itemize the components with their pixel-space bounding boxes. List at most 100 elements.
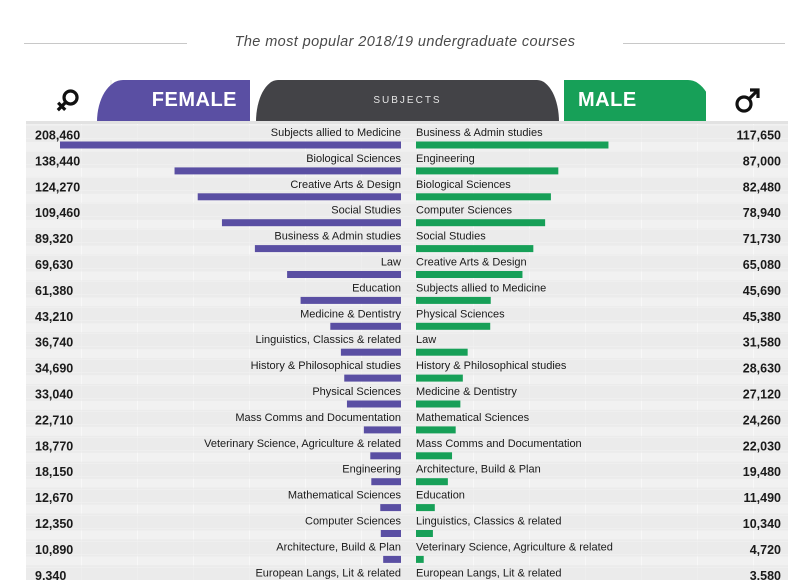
male-value-label: 31,580 [743,336,781,350]
female-value-label: 208,460 [35,129,80,143]
female-subject-label: Physical Sciences [312,386,401,398]
male-subject-label: Architecture, Build & Plan [416,464,541,476]
male-value-label: 4,720 [750,543,781,557]
female-value-label: 43,210 [35,310,73,324]
male-subject-label: Engineering [416,153,475,165]
diverging-bar-chart: 208,460 Subjects allied to Medicine Busine… [26,125,788,580]
female-bar [340,348,401,356]
female-subject-label: Law [381,257,401,269]
row-stripe [26,513,788,531]
female-bar [254,245,401,253]
female-value-label: 12,350 [35,517,73,531]
male-bar [416,400,461,408]
female-value-label: 9,340 [35,569,66,580]
female-subject-label: Mathematical Sciences [288,490,402,502]
female-value-label: 36,740 [35,336,73,350]
header-shadow [26,121,788,124]
chart-title: The most popular 2018/19 undergraduate c… [234,34,576,50]
female-bar [330,322,401,330]
female-value-label: 109,460 [35,206,80,220]
male-value-label: 65,080 [743,258,781,272]
row-stripe [26,228,788,246]
male-subject-label: Education [416,490,465,502]
female-subject-label: Creative Arts & Design [290,179,401,191]
male-subject-label: Computer Sciences [416,205,512,217]
male-subject-label: Law [416,334,436,346]
female-subject-label: Business & Admin studies [274,231,401,243]
row-stripe [26,332,788,350]
male-value-label: 78,940 [743,206,781,220]
male-subject-label: History & Philosophical studies [416,360,567,372]
male-bar [416,271,523,278]
female-subject-label: Education [352,282,401,294]
subjects-tab: SUBJECTS [256,80,559,122]
row-stripe [26,409,788,427]
female-value-label: 33,040 [35,388,73,402]
male-subject-label: Business & Admin studies [416,127,543,139]
female-value-label: 61,380 [35,284,73,298]
male-value-label: 10,340 [743,517,781,531]
row-stripe [26,125,788,142]
female-subject-label: Linguistics, Classics & related [255,334,401,346]
female-value-label: 124,270 [35,180,80,194]
female-bar [370,452,401,460]
title-rule-right [623,43,785,44]
female-value-label: 18,150 [35,465,73,479]
female-symbol-icon [56,89,79,112]
male-bar [416,426,456,434]
row-stripe [26,539,788,557]
male-value-label: 27,120 [743,388,781,402]
male-bar [416,504,435,512]
male-subject-label: Physical Sciences [416,308,505,320]
female-bar [346,400,401,408]
female-value-label: 69,630 [35,258,73,272]
row-stripe [26,358,788,376]
female-value-label: 12,670 [35,491,73,505]
female-bar [383,555,401,563]
female-bar [344,374,401,382]
female-subject-label: Subjects allied to Medicine [271,127,401,139]
female-subject-label: History & Philosophical studies [251,360,402,372]
title-rule-left [24,43,187,44]
female-subject-label: Engineering [342,464,401,476]
male-subject-label: Mathematical Sciences [416,412,530,424]
row-stripe [26,435,788,453]
male-bar [416,452,453,460]
male-bar [416,219,546,227]
male-value-label: 19,480 [743,465,781,479]
male-bar [416,348,468,356]
female-subject-label: Mass Comms and Documentation [235,412,401,424]
female-bar [300,296,401,304]
male-bar [416,555,424,563]
male-label: MALE [578,89,637,111]
male-bar [416,141,609,149]
row-stripe [26,176,788,194]
male-bar [416,478,448,486]
female-label: FEMALE [151,89,237,111]
female-value-label: 34,690 [35,362,73,376]
row-stripe [26,306,788,324]
female-tab: FEMALE [97,80,250,122]
male-value-label: 28,630 [743,362,781,376]
female-subject-label: Architecture, Build & Plan [276,541,401,553]
row-stripe [26,384,788,401]
female-subject-label: Social Studies [331,205,401,217]
title-bar: The most popular 2018/19 undergraduate c… [0,30,810,58]
male-subject-label: Creative Arts & Design [416,257,527,269]
female-bar [197,193,401,201]
female-bar [371,478,401,486]
male-value-label: 45,690 [743,284,781,298]
male-bar [416,322,491,330]
male-subject-label: Biological Sciences [416,179,511,191]
male-subject-label: Social Studies [416,231,486,243]
row-stripe [26,280,788,298]
female-bar [174,167,401,175]
row-stripe [26,254,788,272]
female-bar [287,271,401,278]
male-subject-label: Veterinary Science, Agriculture & relate… [416,541,613,553]
male-tab: MALE [564,80,714,122]
male-bar [416,245,534,253]
female-subject-label: Computer Sciences [305,516,401,528]
male-symbol-icon [735,88,760,113]
female-bar [363,426,401,434]
